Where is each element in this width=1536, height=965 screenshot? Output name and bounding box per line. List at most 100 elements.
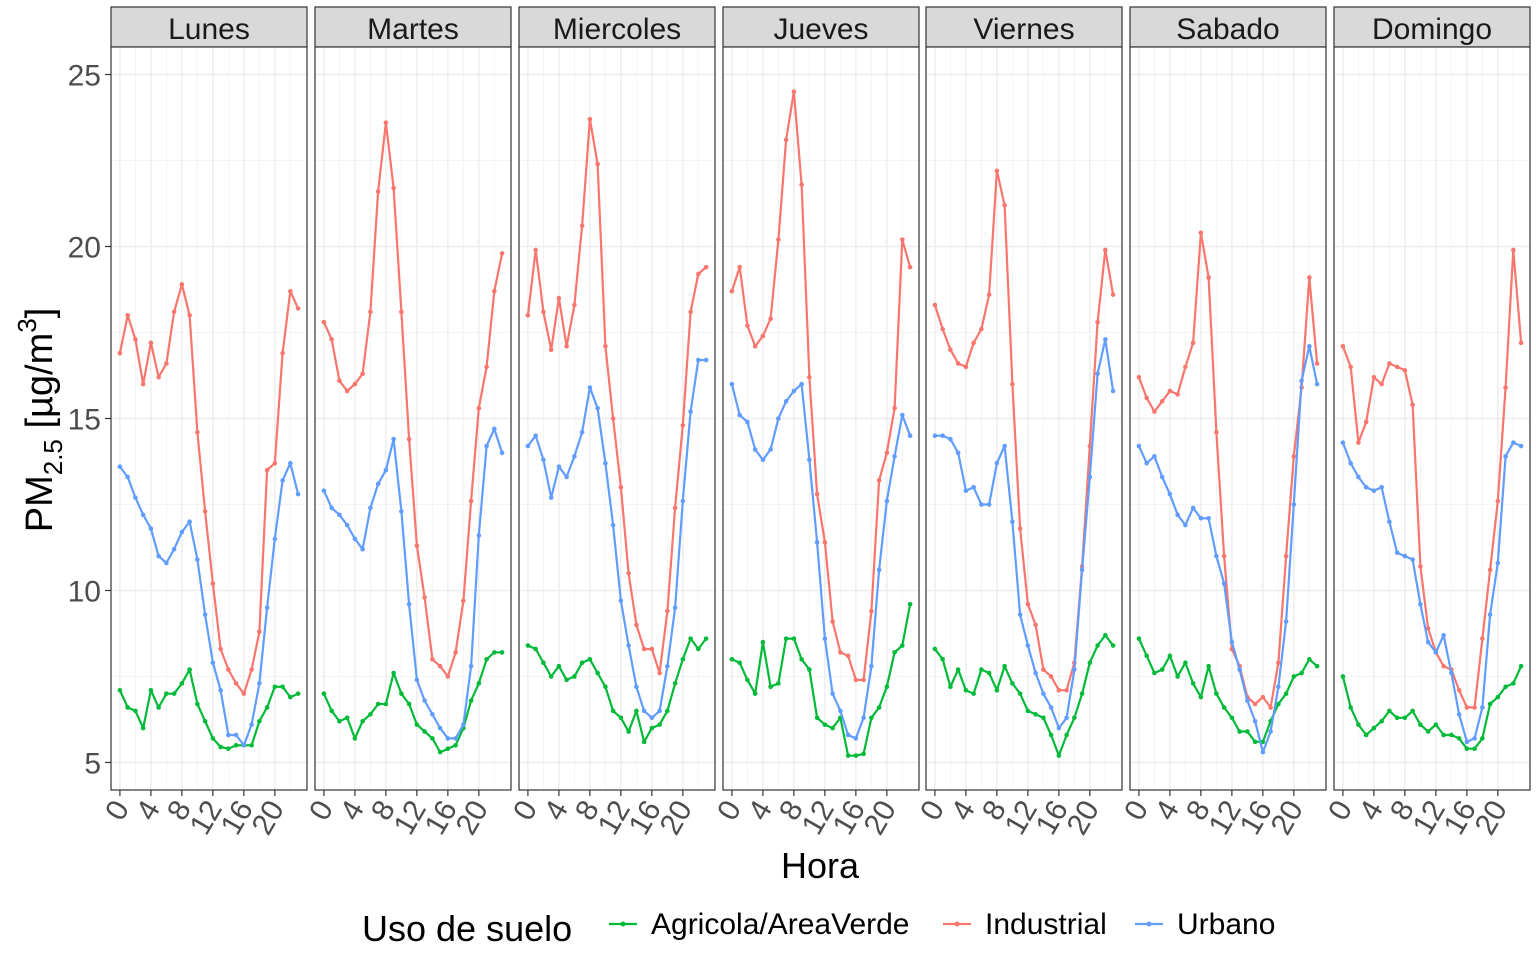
facet-label: Jueves xyxy=(773,13,868,46)
data-point xyxy=(1048,674,1054,679)
facet-strip xyxy=(518,6,716,48)
data-point xyxy=(1110,292,1116,297)
data-point xyxy=(799,182,804,187)
data-point xyxy=(264,705,270,710)
data-point xyxy=(564,343,569,349)
data-point xyxy=(156,553,161,559)
data-point xyxy=(776,416,781,421)
data-point xyxy=(1002,443,1007,449)
data-point xyxy=(1487,612,1493,617)
data-point xyxy=(445,746,451,752)
data-point xyxy=(1503,385,1508,390)
data-point xyxy=(210,736,216,741)
data-point xyxy=(1144,395,1149,401)
data-point xyxy=(1017,526,1023,531)
data-point xyxy=(703,264,709,270)
data-point xyxy=(117,687,123,693)
data-point xyxy=(1017,691,1023,696)
data-point xyxy=(1518,340,1524,346)
data-point xyxy=(461,722,466,727)
data-point xyxy=(525,643,531,648)
x-tick-label: 20 xyxy=(246,795,291,840)
data-point xyxy=(869,663,874,669)
data-point xyxy=(838,650,843,655)
data-point xyxy=(1456,687,1462,693)
data-point xyxy=(1064,687,1069,693)
data-point xyxy=(626,729,631,734)
data-point xyxy=(1472,705,1477,710)
data-point xyxy=(1511,440,1516,445)
data-point xyxy=(1379,718,1384,724)
data-point xyxy=(1103,337,1108,342)
data-point xyxy=(768,447,773,452)
legend-title: Uso de suelo xyxy=(362,908,572,949)
data-point xyxy=(745,677,750,683)
data-point xyxy=(994,687,1000,693)
data-point xyxy=(391,436,396,442)
data-point xyxy=(422,698,427,703)
data-point xyxy=(892,650,897,655)
data-point xyxy=(1245,729,1250,734)
data-point xyxy=(453,650,458,655)
data-point xyxy=(1041,715,1046,721)
series-urbano xyxy=(321,426,505,741)
panel-border xyxy=(722,46,920,791)
data-point xyxy=(1152,409,1157,414)
data-point xyxy=(1175,392,1180,397)
data-point xyxy=(1095,643,1100,648)
data-point xyxy=(226,732,231,738)
data-point xyxy=(148,340,154,346)
data-point xyxy=(195,557,200,562)
data-point xyxy=(564,677,569,683)
data-point xyxy=(249,722,254,727)
data-point xyxy=(533,433,538,438)
data-point xyxy=(484,364,489,370)
x-tick-label: 20 xyxy=(1061,795,1106,840)
data-point xyxy=(688,636,693,641)
data-point xyxy=(1348,460,1353,466)
data-point xyxy=(295,491,301,497)
data-point xyxy=(179,282,185,287)
series-agricola-areaverde xyxy=(117,667,301,752)
data-point xyxy=(657,670,662,676)
data-point xyxy=(156,705,161,710)
series-line xyxy=(1341,248,1523,709)
data-point xyxy=(1511,681,1516,686)
y-axis-title: PM2.5 [µg/m3] xyxy=(12,308,68,533)
data-point xyxy=(257,629,262,635)
data-point xyxy=(1456,736,1462,741)
series-urbano xyxy=(932,337,1116,731)
series-agricola-areaverde xyxy=(1136,636,1320,745)
data-point xyxy=(1010,681,1015,686)
data-point xyxy=(1340,343,1346,349)
data-point xyxy=(979,502,984,507)
data-point xyxy=(226,667,231,672)
data-point xyxy=(375,701,381,707)
data-point xyxy=(1167,491,1173,497)
data-point xyxy=(791,89,797,95)
data-point xyxy=(1291,502,1297,507)
data-point xyxy=(202,509,208,514)
data-point xyxy=(1394,364,1400,370)
data-point xyxy=(548,674,554,679)
data-point xyxy=(1441,632,1446,638)
data-point xyxy=(337,512,342,518)
data-point xyxy=(453,736,458,741)
data-point xyxy=(1033,622,1038,628)
data-point xyxy=(117,464,123,469)
data-point xyxy=(587,656,593,662)
data-point xyxy=(822,540,828,545)
data-point xyxy=(1371,488,1377,494)
data-point xyxy=(187,519,192,524)
data-point xyxy=(548,495,554,500)
data-point xyxy=(548,347,554,353)
data-point xyxy=(414,677,420,683)
data-point xyxy=(484,443,489,449)
data-point xyxy=(1041,691,1046,696)
data-point xyxy=(1206,515,1211,521)
data-point xyxy=(1307,275,1312,280)
data-point xyxy=(783,399,789,404)
panel-border xyxy=(314,46,512,791)
data-point xyxy=(414,543,420,549)
